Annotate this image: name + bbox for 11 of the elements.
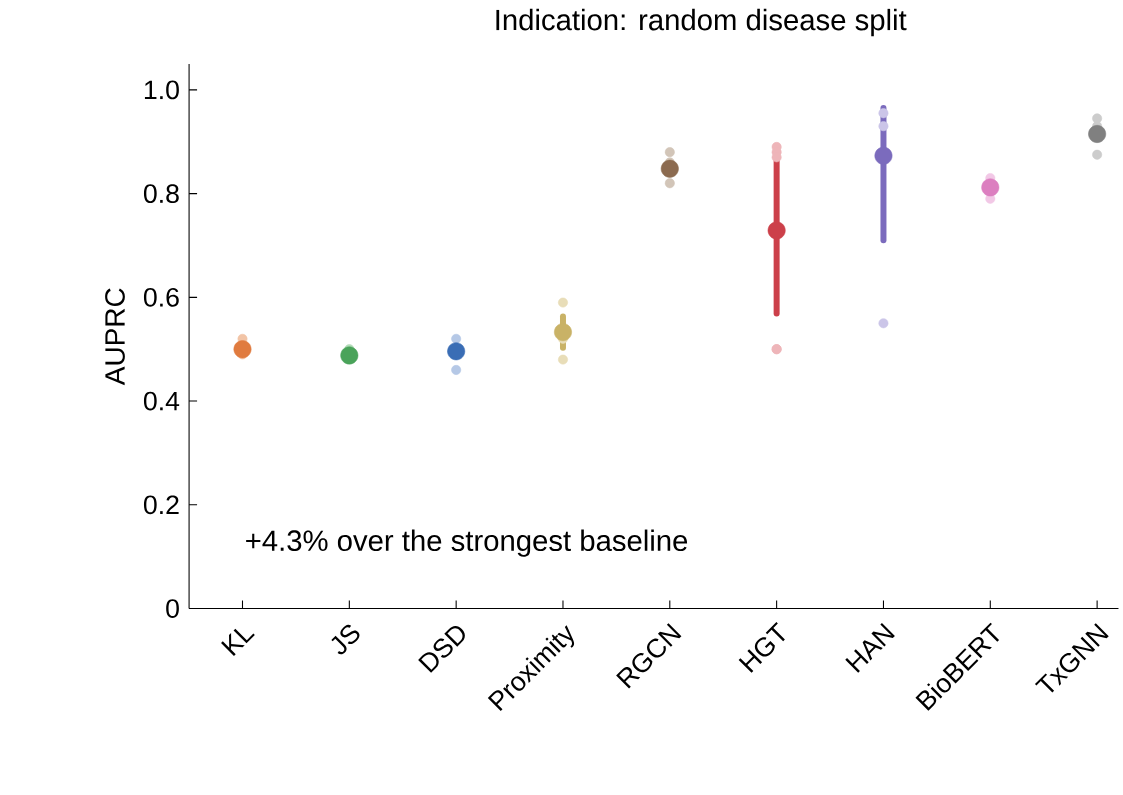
y-axis-title: AUPRC [105, 288, 125, 386]
chart-title: Indication: random disease split [496, 8, 907, 37]
x-tick-label: JS [331, 624, 360, 655]
x-tick-label: KL [221, 628, 255, 656]
y-tick-label: 0.2 [143, 495, 179, 515]
annotation: +4.3% over the strongest baseline [246, 529, 688, 557]
y-tick-label: 1.0 [144, 80, 179, 100]
y-tick-label: 0.4 [143, 391, 180, 411]
y-tick-label: 0.6 [143, 287, 179, 307]
y-tick-label: 0 [166, 599, 179, 618]
y-tick-label: 0.8 [143, 184, 179, 204]
